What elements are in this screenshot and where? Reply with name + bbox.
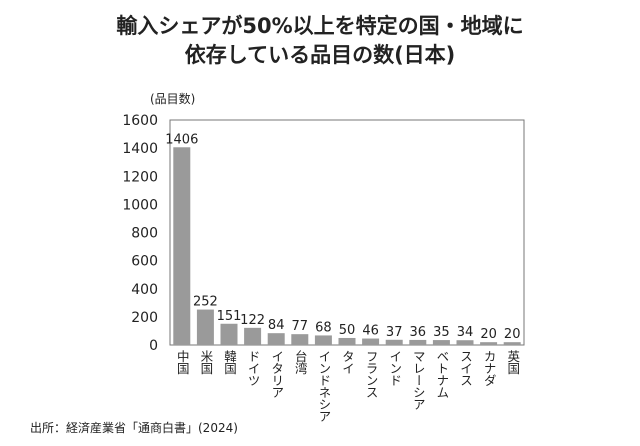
- chart-title-line1: 輸入シェアが50%以上を特定の国・地域に: [116, 14, 524, 38]
- data-label: 46: [362, 324, 379, 339]
- bar: [267, 333, 285, 345]
- bar: [196, 309, 214, 345]
- x-tick-label: インドネシア: [316, 350, 332, 422]
- x-tick-label: タイ: [340, 350, 355, 374]
- x-tick-label: マレーシア: [410, 350, 426, 410]
- data-label: 1406: [165, 132, 198, 147]
- x-tick-label: スイス: [458, 350, 473, 386]
- data-label: 37: [386, 325, 403, 340]
- y-tick-label: 1200: [122, 169, 158, 185]
- bar: [409, 339, 427, 345]
- y-tick-label: 400: [131, 282, 158, 298]
- y-tick-label: 1000: [122, 197, 158, 213]
- data-label: 35: [433, 325, 450, 340]
- y-tick-label: 800: [131, 226, 158, 242]
- x-tick-label: 英国: [505, 350, 521, 374]
- data-label: 77: [292, 319, 309, 334]
- data-label: 20: [480, 327, 497, 342]
- chart-title-line2: 依存している品目の数(日本): [184, 43, 456, 67]
- bar: [338, 337, 356, 345]
- bar: [173, 147, 191, 345]
- x-tick-label: 韓国: [222, 350, 237, 374]
- bar: [291, 334, 309, 345]
- x-tick-label: インド: [387, 350, 403, 386]
- data-label: 20: [504, 327, 521, 342]
- bar: [220, 323, 238, 345]
- y-tick-label: 1600: [122, 113, 158, 129]
- data-label: 151: [217, 309, 242, 324]
- data-label: 252: [193, 295, 218, 310]
- x-tick-label: ベトナム: [434, 350, 450, 398]
- x-tick-label: ドイツ: [245, 350, 261, 386]
- bar: [480, 342, 498, 345]
- data-label: 68: [315, 320, 332, 335]
- bar: [244, 327, 262, 345]
- y-axis-label: (品目数): [150, 92, 196, 106]
- bar: [432, 340, 450, 345]
- x-tick-label: フランス: [363, 350, 379, 398]
- data-label: 50: [339, 323, 356, 338]
- y-tick-label: 0: [149, 338, 158, 354]
- y-tick-label: 200: [131, 310, 158, 326]
- y-tick-label: 1400: [122, 141, 158, 157]
- bar: [503, 342, 521, 345]
- bar: [362, 338, 380, 345]
- x-tick-label: イタリア: [269, 350, 285, 398]
- data-label: 84: [268, 318, 285, 333]
- y-tick-label: 600: [131, 254, 158, 270]
- data-label: 122: [240, 313, 265, 328]
- bar: [314, 335, 332, 345]
- x-tick-label: 台湾: [292, 350, 308, 374]
- data-label: 34: [457, 325, 474, 340]
- bar: [456, 340, 474, 345]
- x-tick-label: カナダ: [481, 350, 497, 386]
- data-label: 36: [410, 325, 427, 340]
- source-note: 出所：経済産業省「通商白書」(2024): [30, 421, 238, 435]
- bar: [385, 339, 403, 345]
- x-tick-label: 米国: [198, 350, 214, 374]
- x-tick-label: 中国: [174, 350, 190, 374]
